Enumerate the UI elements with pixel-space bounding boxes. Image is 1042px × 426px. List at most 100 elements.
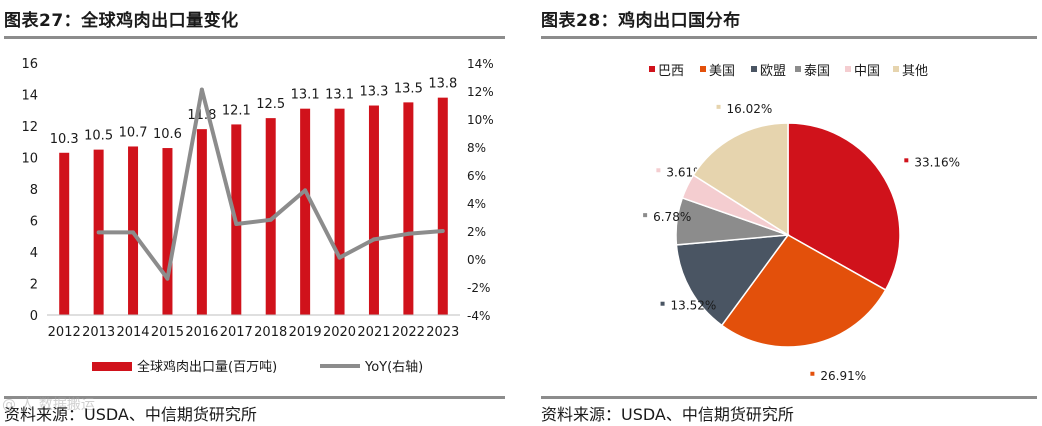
pie-value-label: 16.02% xyxy=(727,102,773,116)
pie-value-label: 6.78% xyxy=(653,210,691,224)
x-tick-label: 2018 xyxy=(254,325,287,340)
legend-label: 巴西 xyxy=(658,64,684,79)
right-y-tick-label: 8% xyxy=(467,141,486,155)
pie-value-label: 33.16% xyxy=(914,155,960,169)
bar-value-label: 10.3 xyxy=(50,132,79,147)
left-source-rule xyxy=(4,396,505,399)
left-y-tick-label: 2 xyxy=(30,278,38,293)
pie-label-marker xyxy=(810,371,815,376)
yoy-point xyxy=(131,230,136,235)
x-tick-label: 2013 xyxy=(82,325,115,340)
left-y-tick-label: 16 xyxy=(21,57,38,72)
right-y-tick-label: 2% xyxy=(467,225,486,239)
bar-value-label: 13.8 xyxy=(428,77,457,92)
bar xyxy=(334,108,345,315)
yoy-point xyxy=(337,255,342,260)
yoy-point xyxy=(165,276,170,281)
bar xyxy=(368,105,379,316)
bar-value-label: 12.1 xyxy=(222,103,251,118)
pie-slice xyxy=(720,234,887,348)
left-y-tick-label: 8 xyxy=(30,183,38,198)
legend-label: 泰国 xyxy=(804,64,830,79)
left-y-tick-label: 4 xyxy=(30,246,38,261)
right-y-tick-label: 12% xyxy=(467,85,494,99)
right-chart-panel: 图表28：鸡肉出口国分布 巴西 美国 欧盟 泰国 中国 其他 33.16% 26.91% 13.… xyxy=(537,0,1042,426)
pie-value-label: 13.52% xyxy=(671,299,717,313)
right-source-rule xyxy=(541,396,1037,399)
bar xyxy=(437,97,448,316)
left-chart-panel: 图表27：全球鸡肉出口量变化 0 2 4 6 8 10 12 14 16 -4% -2% 0% 2% 4%… xyxy=(0,0,510,426)
legend-label: 其他 xyxy=(902,64,928,79)
legend-label: 美国 xyxy=(709,64,735,79)
bar xyxy=(196,129,207,315)
right-y-tick-label: -4% xyxy=(467,309,490,323)
pie-label-marker xyxy=(904,158,909,163)
right-y-tick-label: 6% xyxy=(467,169,486,183)
right-y-tick-label: 10% xyxy=(467,113,494,127)
x-tick-label: 2017 xyxy=(220,325,253,340)
legend-swatch xyxy=(845,66,851,72)
pie-slice xyxy=(787,122,901,291)
x-tick-label: 2019 xyxy=(289,325,322,340)
yoy-point xyxy=(440,229,445,233)
left-y-tick-label: 14 xyxy=(21,89,38,104)
legend-swatch xyxy=(751,66,757,72)
bar-value-label: 13.1 xyxy=(291,88,320,103)
x-tick-label: 2015 xyxy=(151,325,184,340)
legend-label: 中国 xyxy=(854,64,880,79)
right-y-tick-label: 14% xyxy=(467,57,494,71)
bar xyxy=(300,108,311,315)
pie-label-marker xyxy=(656,168,661,173)
left-chart-title: 图表27：全球鸡肉出口量变化 xyxy=(4,11,239,31)
bar-value-label: 10.5 xyxy=(84,129,113,144)
bar xyxy=(265,118,276,315)
x-tick-label: 2022 xyxy=(392,325,425,340)
yoy-point xyxy=(199,87,204,92)
yoy-point xyxy=(268,217,273,222)
right-title-rule xyxy=(541,36,1037,39)
bar xyxy=(162,148,173,315)
yoy-point xyxy=(303,188,308,193)
bar-value-label: 13.5 xyxy=(394,81,423,96)
legend-label: 欧盟 xyxy=(760,64,786,79)
right-y-tick-label: 0% xyxy=(467,253,486,267)
yoy-point xyxy=(371,237,376,242)
x-tick-label: 2016 xyxy=(185,325,218,340)
bar-value-label: 11.8 xyxy=(187,108,216,123)
left-y-tick-label: 6 xyxy=(30,215,38,230)
pie-label-marker xyxy=(716,104,721,109)
legend-label-bar: 全球鸡肉出口量(百万吨) xyxy=(137,359,277,375)
legend-label-line: YoY(右轴) xyxy=(364,360,423,375)
legend-swatch-bar xyxy=(92,362,132,371)
legend-swatch xyxy=(649,66,655,72)
x-tick-label: 2020 xyxy=(323,325,356,340)
watermark: @ 人 数据搬运 xyxy=(2,397,95,413)
x-tick-label: 2014 xyxy=(116,325,149,340)
pie-slice xyxy=(692,122,789,237)
bar-value-label: 13.1 xyxy=(325,88,354,103)
left-y-tick-label: 0 xyxy=(30,309,38,324)
pie-slice xyxy=(675,234,790,327)
legend-swatch xyxy=(893,66,899,72)
left-y-tick-label: 12 xyxy=(21,120,38,135)
right-source-note: 资料来源：USDA、中信期货研究所 xyxy=(541,405,794,424)
left-source-note: 资料来源：USDA、中信期货研究所 xyxy=(4,405,257,424)
pie-value-label: 26.91% xyxy=(820,369,866,383)
legend-swatch xyxy=(700,66,706,72)
bar-value-label: 12.5 xyxy=(256,97,285,112)
yoy-point xyxy=(406,231,411,236)
yoy-point xyxy=(96,230,101,235)
bar xyxy=(59,152,70,315)
export-share-pie-chart: 巴西 美国 欧盟 泰国 中国 其他33.16%26.91%13.52%6.78%3.61%… xyxy=(643,64,960,383)
right-y-tick-label: 4% xyxy=(467,197,486,211)
x-tick-label: 2023 xyxy=(426,325,459,340)
x-tick-label: 2012 xyxy=(48,325,81,340)
yoy-point xyxy=(234,222,239,226)
pie-label-marker xyxy=(660,301,665,306)
left-title-rule xyxy=(4,36,505,39)
legend-swatch xyxy=(795,66,801,72)
bar xyxy=(403,102,414,315)
bar-value-label: 10.7 xyxy=(119,125,148,140)
bar-value-label: 13.3 xyxy=(359,85,388,100)
pie-label-marker xyxy=(643,213,648,218)
